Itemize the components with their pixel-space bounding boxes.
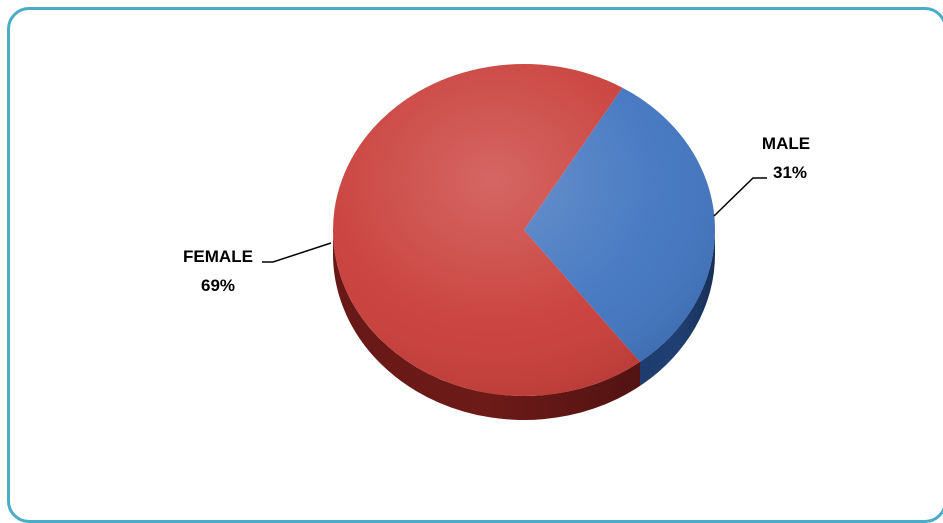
leader-line-female bbox=[262, 242, 332, 263]
slice-label-female-percent: 69% bbox=[201, 276, 235, 295]
slice-label-male-name: MALE bbox=[762, 134, 810, 153]
slice-label-male-percent: 31% bbox=[773, 163, 807, 182]
pie-chart: MALE 31% FEMALE 69% bbox=[183, 64, 810, 421]
pie-gloss bbox=[333, 64, 715, 396]
leader-line-male bbox=[713, 177, 767, 217]
slice-label-female-name: FEMALE bbox=[183, 247, 253, 266]
pie-top bbox=[332, 64, 715, 397]
pie-slice-side-shade-female bbox=[332, 230, 641, 421]
pie-sides bbox=[332, 230, 715, 421]
pie-slice-side-shade-male bbox=[640, 230, 715, 386]
pie-labels: MALE 31% FEMALE 69% bbox=[183, 134, 810, 295]
